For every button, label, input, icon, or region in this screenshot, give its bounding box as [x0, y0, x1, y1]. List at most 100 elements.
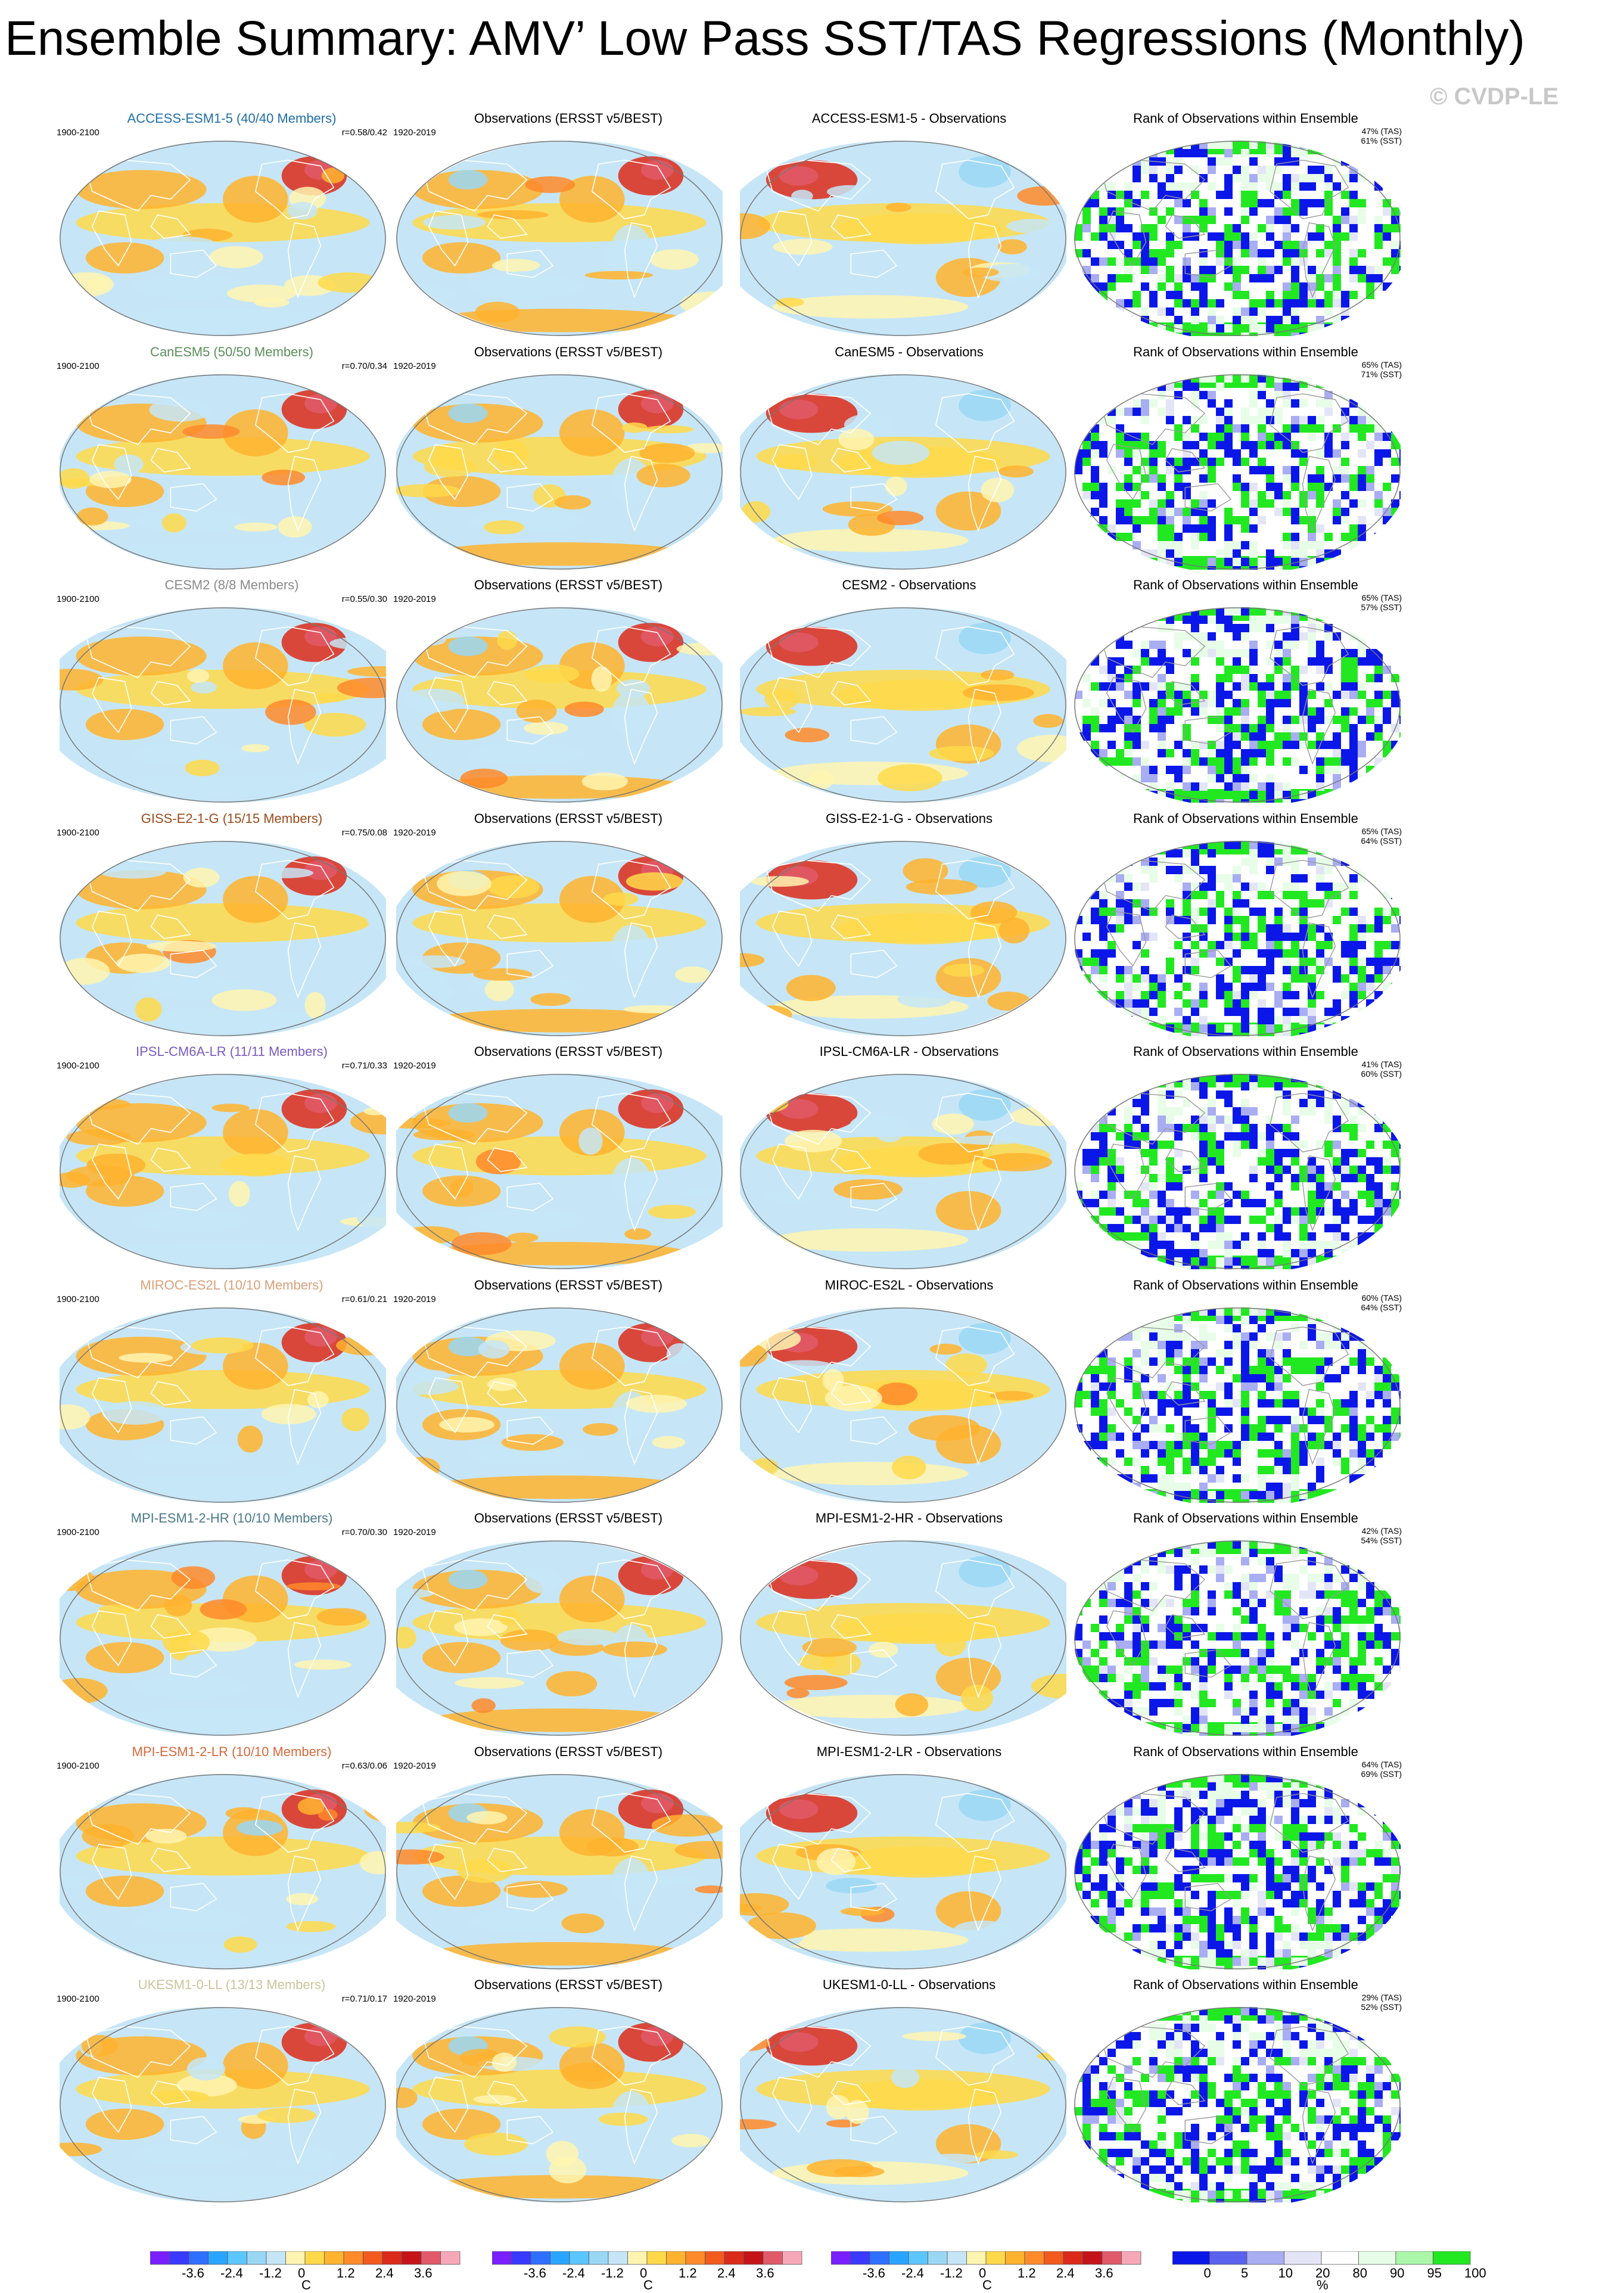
- colorbar-tick-label: 2.4: [1056, 2266, 1075, 2281]
- rank-map: [1074, 1074, 1401, 1269]
- colorbar-swatch: [170, 2251, 189, 2264]
- model-panel-title: MPI-ESM1-2-HR (10/10 Members): [131, 1511, 333, 1526]
- colorbar-tick-label: -1.2: [940, 2266, 963, 2281]
- colorbar-swatch: [1321, 2251, 1359, 2264]
- difference-panel-title: ACCESS-ESM1-5 - Observations: [812, 111, 1006, 126]
- colorbar-swatch: [1396, 2251, 1433, 2264]
- colorbar-swatch: [1102, 2251, 1122, 2264]
- colorbar-swatch: [744, 2251, 764, 2264]
- colorbar-swatch: [947, 2251, 967, 2264]
- colorbar-tick-label: -2.4: [901, 2266, 924, 2281]
- rank-map: [1074, 141, 1401, 336]
- pattern-correlation: r=0.70/0.30: [342, 1527, 387, 1537]
- difference-map: [740, 607, 1066, 803]
- model-period: 1900-2100: [57, 1061, 99, 1071]
- colorbar-tick-label: 3.6: [756, 2266, 774, 2281]
- colorbar-swatch: [986, 2251, 1006, 2264]
- colorbar-swatch: [570, 2251, 589, 2264]
- rank-map: [1074, 1307, 1401, 1503]
- colorbar-swatch: [325, 2251, 344, 2264]
- watermark: © CVDP-LE: [1430, 83, 1558, 110]
- colorbar-swatch: [967, 2251, 987, 2264]
- obs-period: 1920-2019: [393, 1061, 436, 1071]
- rank-panel-title: Rank of Observations within Ensemble: [1133, 1278, 1358, 1293]
- obs-period: 1920-2019: [393, 1761, 436, 1771]
- pattern-correlation: r=0.71/0.33: [342, 1061, 387, 1071]
- difference-map: [740, 1074, 1066, 1269]
- colorbar-swatch: [851, 2251, 870, 2264]
- model-panel-title: UKESM1-0-LL (13/13 Members): [138, 1977, 326, 1993]
- model-regression-map: [60, 1540, 386, 1736]
- difference-map: [740, 1774, 1066, 1969]
- obs-regression-map: [396, 841, 723, 1036]
- model-panel-title: CESM2 (8/8 Members): [165, 577, 299, 593]
- colorbar-swatch: [382, 2251, 402, 2264]
- obs-regression-map: [396, 141, 723, 336]
- colorbar-swatch: [512, 2251, 531, 2264]
- rank-tas: 60% (TAS): [1362, 1293, 1402, 1303]
- obs-period: 1920-2019: [393, 828, 436, 838]
- colorbar-tick-label: -1.2: [601, 2266, 624, 2281]
- colorbar-swatch: [421, 2251, 441, 2264]
- rank-map: [1074, 607, 1401, 803]
- obs-regression-map: [396, 1074, 723, 1269]
- difference-panel-title: MPI-ESM1-2-LR - Observations: [817, 1744, 1002, 1760]
- difference-panel-title: MPI-ESM1-2-HR - Observations: [816, 1511, 1003, 1526]
- colorbar-tick-label: -3.6: [182, 2266, 204, 2281]
- model-period: 1900-2100: [57, 1761, 99, 1771]
- colorbar-swatch: [1359, 2251, 1396, 2264]
- difference-panel-title: IPSL-CM6A-LR - Observations: [820, 1044, 999, 1059]
- colorbar-swatch: [889, 2251, 909, 2264]
- obs-period: 1920-2019: [393, 1294, 436, 1304]
- difference-map: [740, 2007, 1066, 2202]
- colorbar-swatch: [870, 2251, 889, 2264]
- pattern-correlation: r=0.75/0.08: [342, 828, 387, 838]
- model-regression-map: [60, 841, 386, 1036]
- difference-map: [740, 1540, 1066, 1736]
- obs-regression-map: [396, 607, 723, 803]
- colorbar-swatch: [1247, 2251, 1284, 2264]
- obs-regression-map: [396, 1774, 723, 1969]
- rank-tas: 65% (TAS): [1362, 360, 1402, 369]
- obs-panel-title: Observations (ERSST v5/BEST): [474, 1511, 662, 1526]
- colorbar-swatch: [1284, 2251, 1322, 2264]
- model-regression-map: [60, 1307, 386, 1503]
- colorbar-tick-label: -2.4: [562, 2266, 585, 2281]
- colorbar-tick-label: -2.4: [220, 2266, 243, 2281]
- obs-period: 1920-2019: [393, 128, 436, 138]
- colorbar-tick-label: 1.2: [1018, 2266, 1036, 2281]
- colorbar-unit: %: [1317, 2278, 1329, 2293]
- obs-panel-title: Observations (ERSST v5/BEST): [474, 111, 662, 126]
- colorbar-swatch: [441, 2251, 461, 2264]
- colorbar-swatch: [150, 2251, 170, 2264]
- colorbar-swatch: [1025, 2251, 1044, 2264]
- rank-map: [1074, 1540, 1401, 1736]
- colorbar-swatch: [1122, 2251, 1141, 2264]
- colorbar-swatch: [1083, 2251, 1103, 2264]
- colorbar-swatch: [763, 2251, 783, 2264]
- colorbar-swatch: [1063, 2251, 1083, 2264]
- model-regression-map: [60, 374, 386, 570]
- rank-map: [1074, 1774, 1401, 1969]
- colorbar-tick-label: 90: [1390, 2266, 1404, 2281]
- model-regression-map: [60, 607, 386, 803]
- rank-map: [1074, 374, 1401, 570]
- rank-tas: 42% (TAS): [1362, 1526, 1402, 1536]
- colorbar-swatch: [608, 2251, 628, 2264]
- colorbar-unit: C: [643, 2278, 653, 2293]
- model-regression-map: [60, 1774, 386, 1969]
- rank-panel-title: Rank of Observations within Ensemble: [1133, 111, 1358, 126]
- obs-panel-title: Observations (ERSST v5/BEST): [474, 1744, 662, 1760]
- model-panel-title: IPSL-CM6A-LR (11/11 Members): [136, 1044, 328, 1059]
- colorbar-swatch: [667, 2251, 686, 2264]
- colorbar-swatch: [1006, 2251, 1025, 2264]
- difference-map: [740, 1307, 1066, 1503]
- model-panel-title: CanESM5 (50/50 Members): [150, 344, 313, 360]
- rank-panel-title: Rank of Observations within Ensemble: [1133, 344, 1358, 360]
- obs-period: 1920-2019: [393, 1994, 436, 2004]
- colorbar-swatch: [1044, 2251, 1064, 2264]
- pattern-correlation: r=0.58/0.42: [342, 128, 387, 138]
- rank-tas: 47% (TAS): [1362, 126, 1402, 136]
- colorbar-tick-label: 1.2: [337, 2266, 355, 2281]
- colorbar-unit: C: [982, 2278, 992, 2293]
